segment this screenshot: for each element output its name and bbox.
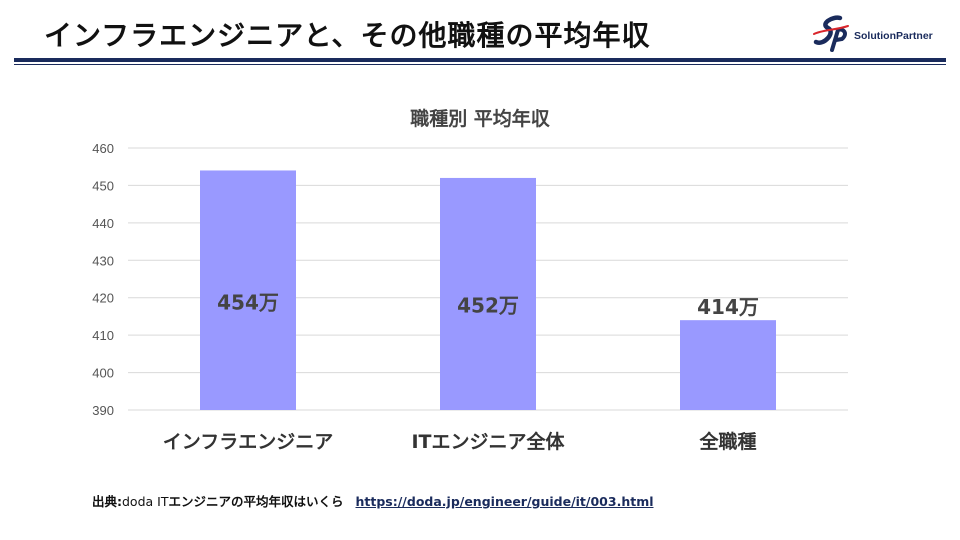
source-text-bold: エンジニアの平均年収はいくら xyxy=(168,494,344,509)
x-category-label: インフラエンジニア xyxy=(163,431,333,453)
y-tick-label: 400 xyxy=(92,366,114,381)
title-underline-thin xyxy=(14,64,946,65)
logo-mark-icon xyxy=(813,15,849,52)
source-link[interactable]: https://doda.jp/engineer/guide/it/003.ht… xyxy=(355,494,654,509)
y-tick-label: 430 xyxy=(92,253,114,268)
source-prefix: 出典: xyxy=(92,494,122,509)
y-tick-label: 440 xyxy=(92,216,114,231)
data-label: 454万 xyxy=(217,290,279,314)
title-underline xyxy=(14,58,946,62)
bar xyxy=(440,177,536,410)
company-logo: SolutionPartner xyxy=(810,12,950,54)
chart-title: 職種別 平均年収 xyxy=(410,108,550,130)
source-text-plain: doda IT xyxy=(122,494,169,509)
data-label: 414万 xyxy=(697,295,759,319)
data-label: 452万 xyxy=(457,294,519,318)
y-tick-label: 420 xyxy=(92,291,114,306)
y-tick-label: 450 xyxy=(92,178,114,193)
bar xyxy=(200,170,296,410)
bar xyxy=(680,320,776,410)
source-citation: 出典:doda ITエンジニアの平均年収はいくら https://doda.jp/… xyxy=(92,491,654,510)
x-category-label: 全職種 xyxy=(698,430,756,453)
y-tick-label: 460 xyxy=(92,141,114,156)
slide-title: インフラエンジニアと、その他職種の平均年収 xyxy=(44,19,651,52)
y-tick-label: 410 xyxy=(92,328,114,343)
logo-text: SolutionPartner xyxy=(854,30,933,42)
x-category-label: ITエンジニア全体 xyxy=(411,430,565,453)
y-tick-label: 390 xyxy=(92,403,114,418)
